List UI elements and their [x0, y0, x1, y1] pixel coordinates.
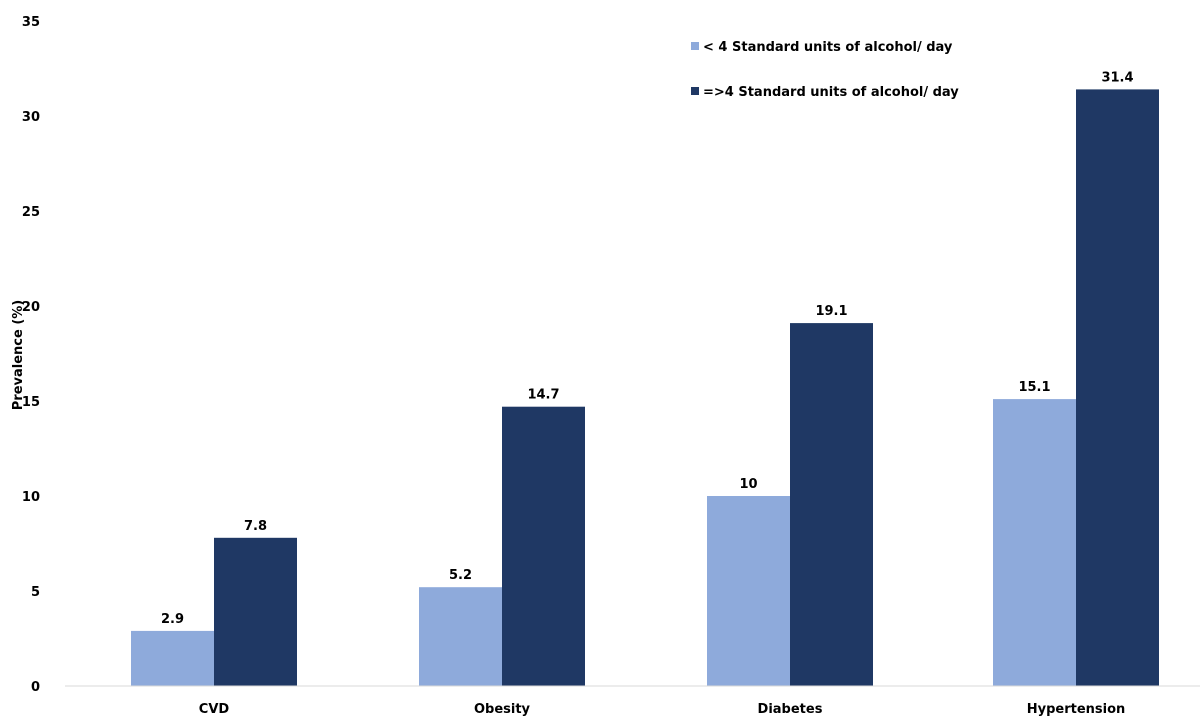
category-label-hypertension: Hypertension: [1027, 702, 1126, 717]
legend-label-series-1: < 4 Standard units of alcohol/ day: [703, 40, 953, 55]
data-labels: 2.9 7.8 5.2 14.7 10 19.1 15.1 31.4: [161, 70, 1134, 627]
legend: < 4 Standard units of alcohol/ day =>4 St…: [691, 40, 959, 100]
data-label-hypertension-series-1: 15.1: [1018, 380, 1050, 395]
bar-hypertension-series-1: [993, 399, 1076, 686]
category-label-obesity: Obesity: [474, 702, 531, 717]
y-tick-label: 5: [31, 585, 40, 600]
bar-diabetes-series-2: [790, 323, 873, 686]
data-label-diabetes-series-2: 19.1: [815, 304, 847, 319]
data-label-diabetes-series-1: 10: [739, 477, 757, 492]
legend-swatch-series-2: [691, 87, 699, 95]
bar-obesity-series-1: [419, 587, 502, 686]
bar-cvd-series-1: [131, 630, 214, 686]
y-tick-label: 10: [22, 490, 40, 505]
data-label-obesity-series-2: 14.7: [527, 388, 559, 403]
y-tick-label: 30: [22, 110, 40, 125]
y-tick-label: 35: [22, 15, 40, 30]
y-tick-label: 15: [22, 395, 40, 410]
data-label-cvd-series-2: 7.8: [244, 519, 267, 534]
bar-obesity-series-2: [502, 406, 585, 686]
bars: [131, 89, 1159, 686]
bar-cvd-series-2: [214, 537, 297, 686]
category-label-diabetes: Diabetes: [758, 702, 823, 717]
category-label-cvd: CVD: [199, 702, 230, 717]
data-label-cvd-series-1: 2.9: [161, 612, 184, 627]
data-label-obesity-series-1: 5.2: [449, 568, 472, 583]
bar-diabetes-series-1: [707, 496, 790, 686]
y-axis-ticks: 0 5 10 15 20 25 30 35: [22, 15, 40, 695]
y-tick-label: 25: [22, 205, 40, 220]
legend-label-series-2: =>4 Standard units of alcohol/ day: [703, 85, 959, 100]
bar-hypertension-series-2: [1076, 89, 1159, 686]
legend-swatch-series-1: [691, 42, 699, 50]
y-tick-label: 20: [22, 300, 40, 315]
y-axis-title: Prevalence (%): [11, 300, 26, 411]
y-tick-label: 0: [31, 680, 40, 695]
category-labels: CVD Obesity Diabetes Hypertension: [199, 702, 1125, 717]
data-label-hypertension-series-2: 31.4: [1101, 70, 1133, 85]
